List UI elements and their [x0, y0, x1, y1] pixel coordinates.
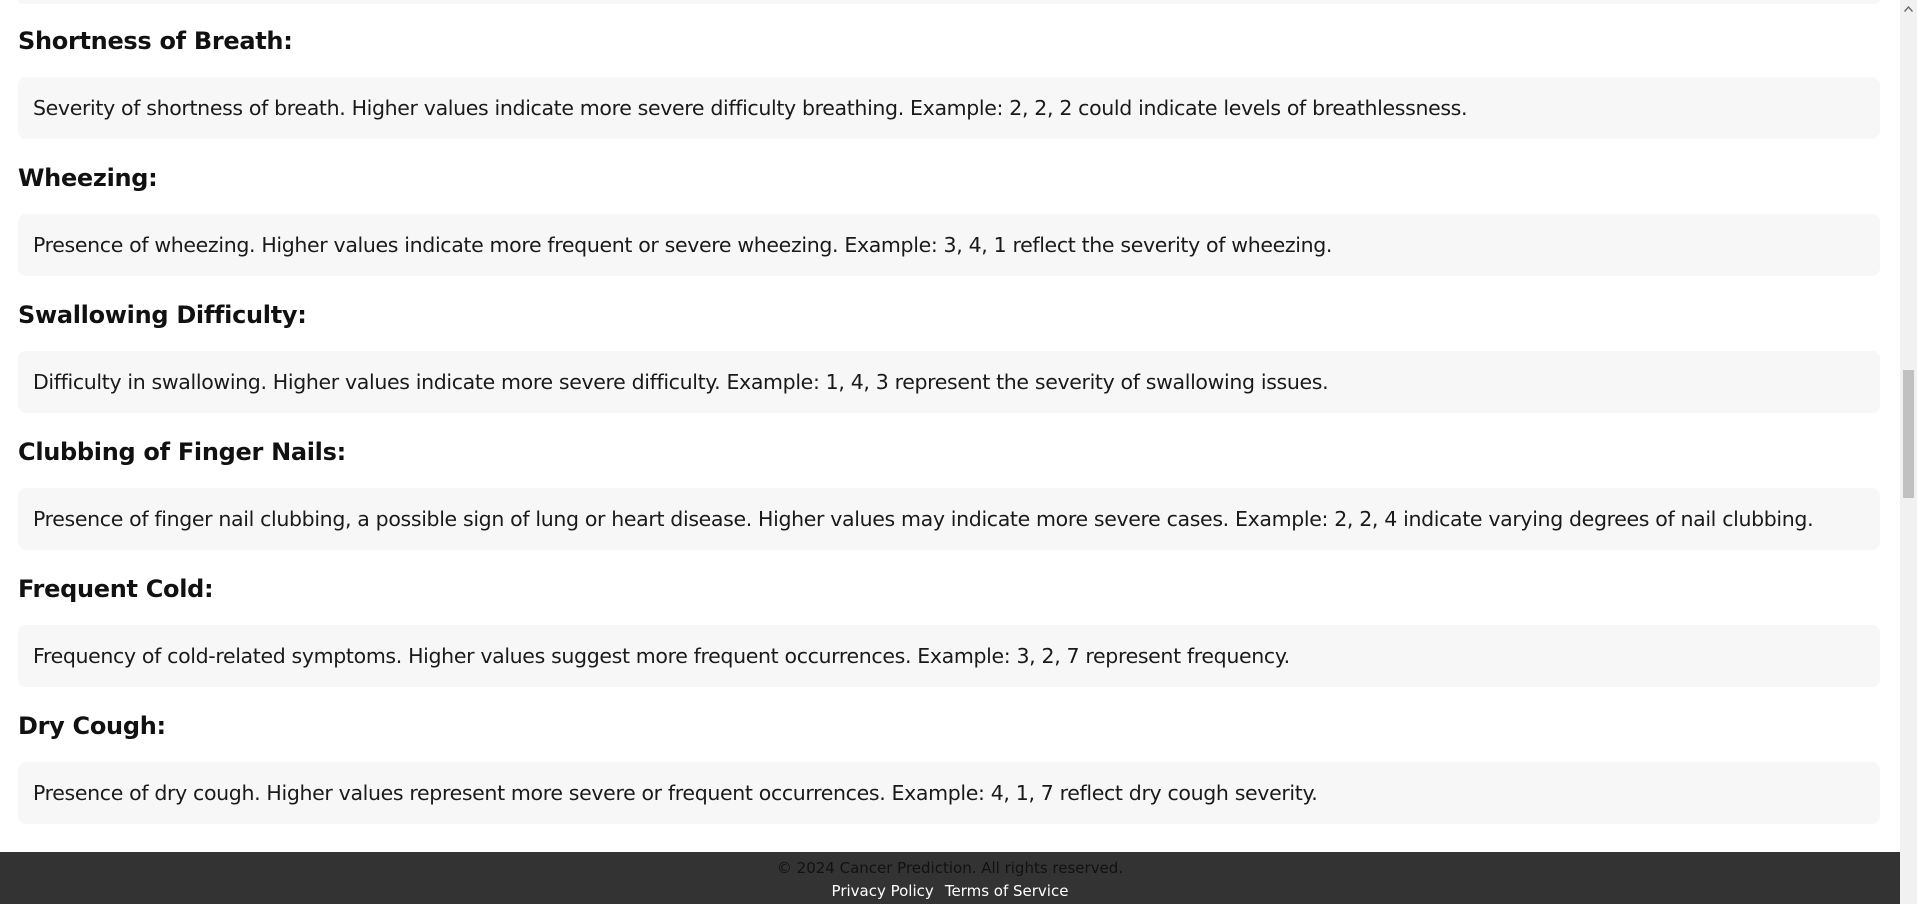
feature-description: Difficulty in swallowing. Higher values … [18, 351, 1880, 413]
scrollbar-thumb[interactable] [1903, 370, 1914, 498]
feature-heading: Frequent Cold: [18, 575, 214, 603]
feature-heading: Swallowing Difficulty: [18, 301, 307, 329]
feature-section-clubbing-of-finger-nails: Clubbing of Finger Nails: Presence of fi… [18, 430, 1880, 550]
feature-description: Severity of shortness of breath. Higher … [18, 77, 1880, 139]
privacy-policy-link[interactable]: Privacy Policy [831, 882, 934, 900]
footer-link-separator: | [936, 882, 942, 900]
previous-description-box-edge [18, 0, 1880, 4]
feature-description: Presence of wheezing. Higher values indi… [18, 214, 1880, 276]
feature-heading: Wheezing: [18, 164, 158, 192]
chevron-up-icon[interactable] [1900, 0, 1917, 17]
feature-description: Presence of dry cough. Higher values rep… [18, 762, 1880, 824]
feature-heading: Clubbing of Finger Nails: [18, 438, 346, 466]
vertical-scrollbar[interactable] [1900, 0, 1917, 904]
feature-section-dry-cough: Dry Cough: Presence of dry cough. Higher… [18, 704, 1880, 824]
feature-description: Presence of finger nail clubbing, a poss… [18, 488, 1880, 550]
site-footer: © 2024 Cancer Prediction. All rights res… [0, 852, 1900, 904]
footer-copyright: © 2024 Cancer Prediction. All rights res… [776, 859, 1124, 877]
feature-heading: Dry Cough: [18, 712, 166, 740]
feature-section-frequent-cold: Frequent Cold: Frequency of cold-related… [18, 567, 1880, 687]
main-content: Shortness of Breath: Severity of shortne… [18, 0, 1880, 824]
feature-section-wheezing: Wheezing: Presence of wheezing. Higher v… [18, 156, 1880, 276]
feature-description: Frequency of cold-related symptoms. High… [18, 625, 1880, 687]
feature-heading: Shortness of Breath: [18, 27, 293, 55]
feature-section-shortness-of-breath: Shortness of Breath: Severity of shortne… [18, 19, 1880, 139]
feature-section-swallowing-difficulty: Swallowing Difficulty: Difficulty in swa… [18, 293, 1880, 413]
terms-of-service-link[interactable]: Terms of Service [944, 882, 1069, 900]
footer-links: Privacy Policy | Terms of Service [0, 881, 1900, 901]
